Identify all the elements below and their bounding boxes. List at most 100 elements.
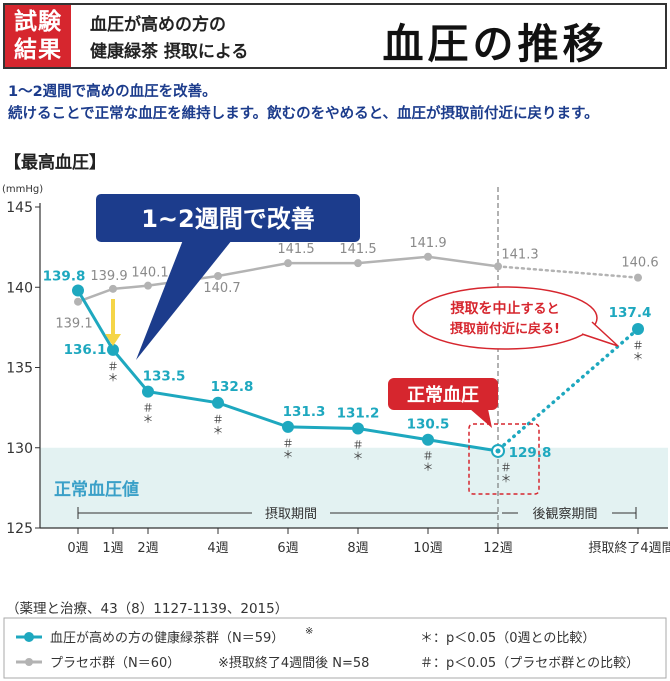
badge-line2: 結果 bbox=[14, 37, 62, 63]
tea-point bbox=[282, 420, 294, 433]
normal-highlight-box bbox=[468, 423, 540, 495]
significance-mark: ＊ bbox=[353, 449, 364, 462]
improve-callout-box bbox=[96, 194, 360, 242]
y-axis-unit: (mmHg) bbox=[2, 184, 43, 195]
legend-box bbox=[3, 617, 667, 679]
improve-arrow-head bbox=[105, 334, 121, 346]
normal-range-label: 正常血圧値 bbox=[54, 479, 139, 500]
section-label: 【最高血圧】 bbox=[4, 153, 106, 173]
placebo-data-label: 139.1 bbox=[55, 317, 92, 332]
badge-line1: 試験 bbox=[14, 9, 62, 35]
significance-mark: ＊ bbox=[283, 448, 294, 461]
tea-data-label: 132.8 bbox=[211, 379, 254, 395]
x-tick-label: 1週 bbox=[102, 541, 123, 556]
placebo-data-label: 140.7 bbox=[203, 281, 240, 296]
x-tick-label: 4週 bbox=[207, 541, 228, 556]
legend-hash-note: ＃：p＜0.05（プラセボ群との比較） bbox=[420, 656, 639, 671]
placebo-point bbox=[494, 262, 502, 271]
improve-callout-tail bbox=[136, 240, 232, 360]
header-box bbox=[3, 3, 667, 69]
significance-mark: ＃ bbox=[353, 438, 364, 451]
tea-data-label: 137.4 bbox=[609, 305, 652, 321]
y-tick-label: 130 bbox=[6, 441, 33, 457]
legend-tea-mark: ※ bbox=[305, 626, 313, 637]
legend-star-note: ＊：p＜0.05（0週との比較） bbox=[420, 631, 595, 646]
normal-callout-text: 正常血圧 bbox=[407, 384, 479, 406]
placebo-data-label: 141.3 bbox=[501, 247, 538, 262]
header-subtitle-line2: 健康緑茶 摂取による bbox=[90, 42, 249, 62]
x-tick-label: 摂取終了4週間後 bbox=[588, 540, 670, 556]
significance-mark: ＃ bbox=[423, 450, 434, 463]
stop-callout-tail-mask bbox=[582, 321, 592, 332]
placebo-point bbox=[634, 273, 642, 282]
tea-series-line bbox=[76, 289, 499, 453]
x-tick-label: 12週 bbox=[483, 541, 513, 556]
tea-point bbox=[632, 322, 644, 335]
tea-data-label: 129.8 bbox=[509, 445, 552, 461]
legend-tea-dot bbox=[24, 632, 34, 642]
placebo-point bbox=[214, 272, 222, 281]
stop-callout-line2: 摂取前付近に戻る! bbox=[450, 321, 560, 337]
tea-point bbox=[352, 422, 364, 435]
tea-point bbox=[142, 385, 154, 398]
followup-period-label: 後観察期間 bbox=[532, 507, 597, 522]
tea-point bbox=[72, 284, 84, 297]
reference-citation: （薬理と治療、43（8）1127-1139、2015） bbox=[6, 601, 289, 617]
placebo-data-label: 141.5 bbox=[277, 242, 314, 257]
stop-callout-bubble bbox=[412, 286, 598, 350]
tea-data-label: 130.5 bbox=[407, 417, 450, 433]
placebo-data-label: 141.9 bbox=[409, 236, 446, 251]
y-tick-label: 145 bbox=[6, 200, 33, 216]
x-tick-label: 2週 bbox=[137, 541, 158, 556]
legend-tea-label: 血圧が高めの方の健康緑茶群（N＝59） bbox=[50, 630, 284, 646]
normal-callout-box bbox=[388, 378, 498, 410]
significance-mark: ＃ bbox=[143, 402, 154, 415]
header-subtitle-line1: 血圧が高めの方の bbox=[90, 15, 226, 35]
significance-mark: ＊ bbox=[501, 472, 512, 485]
intro-line2: 続けることで正常な血圧を維持します。飲むのをやめると、血圧が摂取前付近に戻ります… bbox=[8, 106, 599, 122]
placebo-data-label: 139.9 bbox=[90, 269, 127, 284]
tea-point-center bbox=[495, 448, 501, 454]
placebo-point bbox=[109, 284, 117, 293]
improve-callout-text: 1~2週間で改善 bbox=[141, 205, 315, 233]
legend-placebo-dot bbox=[25, 658, 33, 666]
x-tick-label: 8週 bbox=[347, 541, 368, 556]
tea-point bbox=[422, 433, 434, 446]
placebo-point bbox=[74, 297, 82, 306]
tea-data-label: 131.2 bbox=[337, 405, 380, 421]
placebo-point bbox=[354, 259, 362, 268]
placebo-point bbox=[284, 259, 292, 268]
intro-line1: 1～2週間で高めの血圧を改善。 bbox=[8, 84, 217, 100]
significance-mark: ＊ bbox=[108, 371, 119, 384]
page-title: 血圧の推移 bbox=[382, 20, 608, 68]
legend-placebo-label: プラセボ群（N＝60） bbox=[50, 656, 180, 671]
result-badge: 試験 結果 bbox=[5, 5, 71, 67]
x-tick-label: 0週 bbox=[67, 541, 88, 556]
significance-mark: ＃ bbox=[108, 360, 119, 373]
legend-note: ※摂取終了4週間後 N=58 bbox=[218, 655, 369, 671]
y-tick-label: 140 bbox=[6, 280, 33, 296]
y-tick-label: 125 bbox=[6, 521, 33, 537]
placebo-point bbox=[424, 252, 432, 261]
placebo-data-label: 141.5 bbox=[339, 242, 376, 257]
stop-callout-rest: すると bbox=[520, 302, 559, 317]
significance-mark: ＃ bbox=[283, 437, 294, 450]
tea-data-label: 139.8 bbox=[43, 268, 86, 284]
placebo-followup-line bbox=[496, 265, 640, 279]
significance-mark: ＊ bbox=[213, 424, 224, 437]
significance-mark: ＃ bbox=[213, 413, 224, 426]
x-tick-label: 6週 bbox=[277, 541, 298, 556]
placebo-data-label: 140.6 bbox=[621, 256, 658, 271]
tea-point bbox=[212, 396, 224, 409]
significance-mark: ＃ bbox=[501, 461, 512, 474]
placebo-point bbox=[144, 281, 152, 290]
placebo-series-line bbox=[77, 255, 499, 303]
significance-mark: ＊ bbox=[423, 461, 434, 474]
tea-data-label: 133.5 bbox=[143, 369, 186, 385]
intake-period-label: 摂取期間 bbox=[265, 506, 317, 522]
tea-data-label: 131.3 bbox=[283, 404, 326, 420]
stop-callout-emphasis: 摂取を中止 bbox=[450, 300, 520, 317]
x-tick-label: 10週 bbox=[413, 541, 443, 556]
